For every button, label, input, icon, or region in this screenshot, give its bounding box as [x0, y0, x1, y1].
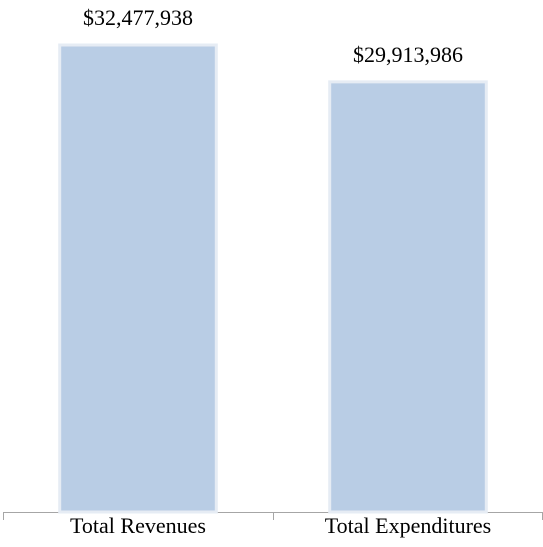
data-label: $32,477,938: [83, 5, 193, 30]
bar: [58, 43, 218, 514]
data-label: $29,913,986: [353, 42, 463, 67]
bar: [328, 80, 488, 514]
x-tick-label: Total Expenditures: [325, 513, 491, 538]
x-tick-label: Total Revenues: [70, 513, 206, 538]
